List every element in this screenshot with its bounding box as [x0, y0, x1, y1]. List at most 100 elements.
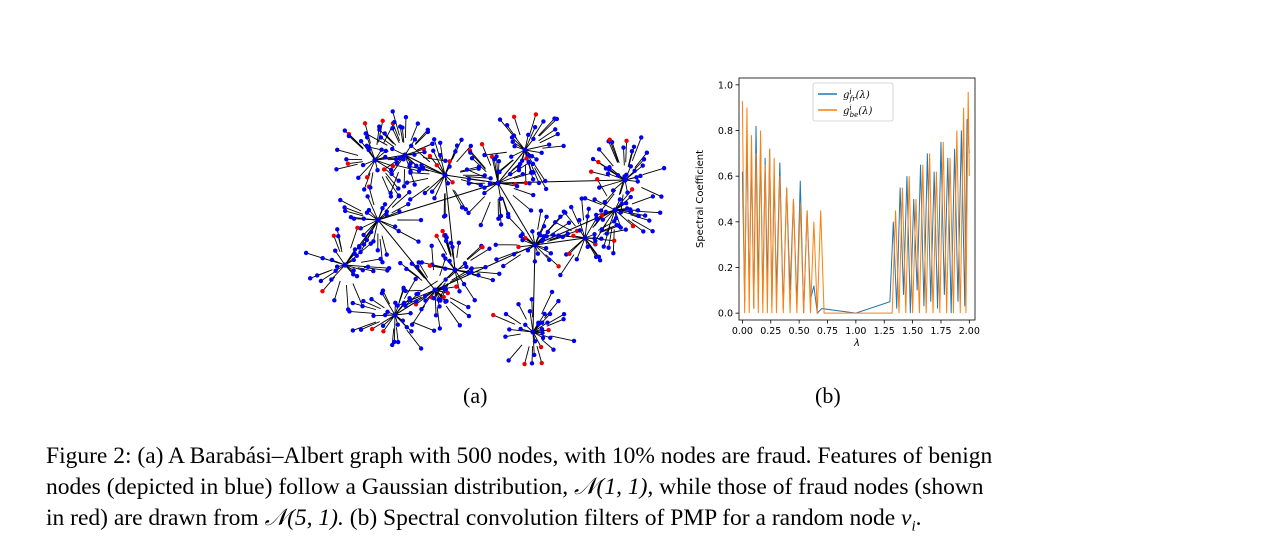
- benign-node: [534, 157, 539, 162]
- graph-edge: [450, 145, 458, 162]
- benign-node: [394, 160, 400, 166]
- graph-edge: [344, 264, 369, 268]
- fraud-node: [479, 142, 485, 147]
- graph-edge: [499, 159, 514, 173]
- benign-node: [539, 320, 545, 325]
- benign-node: [598, 208, 604, 213]
- x-tick-label: 1.50: [902, 326, 923, 337]
- fraud-node: [588, 169, 594, 174]
- benign-node: [493, 242, 498, 247]
- hub-node: [392, 312, 398, 318]
- graph-edge: [333, 235, 341, 253]
- graph-edge: [360, 219, 379, 229]
- benign-node: [407, 296, 412, 301]
- benign-node: [388, 194, 394, 199]
- graph-edge: [518, 244, 536, 248]
- benign-node: [532, 352, 537, 358]
- benign-node: [388, 167, 394, 173]
- benign-node: [406, 201, 411, 207]
- graph-edge: [513, 116, 521, 136]
- benign-node: [593, 212, 599, 218]
- graph-edge: [603, 226, 611, 247]
- graph-edge: [414, 129, 429, 144]
- fraud-node: [450, 180, 455, 185]
- benign-node: [543, 186, 549, 192]
- benign-node: [634, 175, 639, 180]
- benign-node: [639, 135, 644, 140]
- graph-edge: [382, 314, 396, 327]
- benign-node: [504, 123, 510, 128]
- graph-edge: [551, 335, 575, 342]
- benign-node: [561, 316, 566, 322]
- benign-node: [624, 172, 629, 178]
- benign-node: [605, 171, 611, 176]
- fraud-node: [595, 177, 600, 182]
- graph-edge: [366, 137, 376, 161]
- graph-edge: [532, 331, 551, 339]
- benign-node: [361, 216, 366, 221]
- legend-entry: gi be(λ): [843, 104, 873, 119]
- benign-node: [545, 320, 550, 325]
- graph-edge: [513, 244, 536, 255]
- benign-node: [523, 322, 528, 327]
- benign-node: [543, 245, 549, 251]
- graph-edge: [541, 291, 553, 315]
- graph-edge: [569, 237, 586, 255]
- fraud-node: [441, 294, 446, 300]
- benign-node: [416, 168, 422, 174]
- graph-edge: [337, 236, 343, 253]
- hub-node: [432, 287, 438, 293]
- graph-edge: [511, 137, 526, 151]
- benign-node: [396, 228, 401, 234]
- benign-node: [396, 193, 402, 199]
- benign-node: [401, 285, 406, 291]
- fraud-node: [380, 118, 385, 124]
- graph-edge: [331, 264, 346, 280]
- benign-node: [352, 247, 358, 252]
- benign-node: [659, 194, 664, 199]
- benign-node: [590, 156, 596, 162]
- benign-node: [529, 297, 534, 302]
- graph-edge: [466, 245, 482, 260]
- graph-edge: [631, 196, 653, 205]
- benign-node: [401, 184, 407, 189]
- benign-node: [548, 251, 554, 256]
- graph-edge: [432, 150, 446, 176]
- benign-node: [365, 194, 370, 199]
- fraud-node: [567, 251, 572, 256]
- graph-edge: [320, 271, 335, 282]
- hub-node: [452, 267, 458, 273]
- graph-edge: [439, 142, 444, 161]
- benign-node: [621, 145, 626, 150]
- benign-node: [348, 215, 354, 220]
- fraud-node: [599, 213, 605, 218]
- caption-line-2-pre: nodes (depicted in blue) follow a Gaussi…: [46, 474, 569, 500]
- benign-node: [501, 263, 506, 269]
- benign-node: [635, 179, 640, 184]
- fraud-node: [381, 167, 387, 172]
- graph-edge: [559, 254, 575, 276]
- benign-node: [356, 244, 362, 249]
- benign-node: [422, 293, 428, 299]
- graph-edge: [497, 179, 626, 184]
- benign-node: [541, 224, 547, 229]
- fraud-node: [556, 264, 561, 269]
- benign-node: [482, 152, 487, 158]
- benign-node: [404, 266, 409, 272]
- graph-edge: [394, 312, 411, 316]
- fraud-node: [364, 175, 370, 180]
- graph-edge: [434, 174, 446, 199]
- plot-area: [741, 91, 970, 315]
- graph-edge: [392, 123, 400, 141]
- benign-node: [551, 232, 556, 238]
- benign-node: [579, 196, 584, 201]
- graph-edge: [399, 126, 404, 143]
- graph-edge: [454, 269, 465, 285]
- graph-edge: [524, 126, 536, 151]
- benign-node: [597, 258, 603, 263]
- benign-node: [507, 327, 512, 332]
- graph-edge: [363, 173, 371, 190]
- y-tick-label: 0.0: [718, 309, 733, 320]
- benign-node: [318, 278, 324, 284]
- caption-math-n11: 𝒩(1, 1),: [574, 474, 654, 500]
